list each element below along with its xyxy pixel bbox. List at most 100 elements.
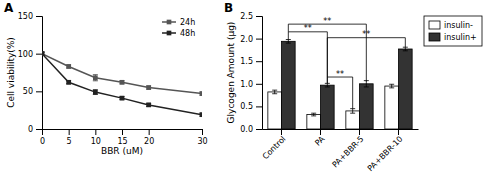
tick: 2.5	[240, 12, 262, 21]
axis-line	[36, 17, 43, 130]
marker	[200, 91, 202, 96]
tick-mark	[36, 16, 42, 17]
panel: ControlPAPA+BBR-5PA+BBR-10 0.0 0.5 1.0 1.5 2.…	[224, 1, 482, 173]
tick: 150	[18, 12, 42, 21]
marker	[200, 112, 202, 117]
error-bar	[42, 52, 45, 55]
tick-label: 20	[144, 137, 154, 146]
legend-item: 24h	[162, 18, 195, 27]
tick-mark	[69, 129, 70, 135]
tick-mark	[281, 129, 282, 135]
tick-label: 0.0	[240, 125, 253, 134]
tick-label: 150	[18, 12, 33, 21]
tick: 100	[18, 50, 42, 59]
significance-label: **	[362, 30, 370, 39]
tick-label: 1.0	[240, 80, 253, 89]
error-bar	[389, 84, 394, 88]
tick-mark	[256, 84, 262, 85]
tick-label: 15	[117, 137, 127, 146]
tick-label: 10	[91, 137, 101, 146]
tick: 20	[144, 129, 154, 146]
tick-mark	[36, 129, 42, 130]
tick-label: 30	[197, 137, 207, 146]
tick-label: 0.5	[240, 102, 253, 111]
tick-mark	[36, 91, 42, 92]
error-bar	[66, 65, 71, 68]
axis-line	[43, 130, 203, 136]
error-bar	[325, 83, 330, 87]
error-bar	[403, 47, 408, 51]
legend-frame	[424, 16, 482, 46]
marker	[146, 103, 151, 108]
legend-swatch	[429, 33, 440, 41]
series-line	[42, 54, 202, 115]
bar	[399, 49, 413, 129]
legend-label: insulin-	[444, 21, 473, 30]
legend-label: insulin+	[444, 33, 477, 42]
bar	[307, 115, 321, 129]
legend: 24h48h	[162, 18, 195, 38]
tick-mark	[256, 106, 262, 107]
tick-mark	[36, 54, 42, 55]
y-axis: 0.0 0.5 1.0 1.5 2.0 2.5	[240, 12, 262, 134]
tick-mark	[256, 16, 262, 17]
marker	[42, 51, 44, 56]
tick: 5	[67, 129, 72, 146]
significance-label: **	[323, 17, 331, 26]
tick-mark	[202, 129, 203, 135]
error-bar	[272, 90, 277, 94]
error-bar	[364, 81, 369, 87]
error-bar	[42, 52, 45, 55]
legend-label: 24h	[180, 18, 195, 27]
tick-label: PA+BBR-5	[330, 134, 365, 169]
bar	[360, 84, 374, 129]
tick-mark	[256, 61, 262, 62]
series-line	[42, 54, 202, 94]
tick: 1.0	[240, 80, 262, 89]
error-bar	[146, 103, 151, 106]
bar	[321, 85, 335, 129]
tick: 50	[23, 87, 42, 96]
axis-line	[263, 129, 419, 130]
tick-label: PA	[313, 134, 327, 148]
marker	[120, 96, 125, 101]
tick: 30	[197, 129, 207, 146]
legend-swatch	[429, 21, 440, 29]
marker	[146, 85, 151, 90]
legend-item: insulin+	[429, 33, 477, 42]
y-axis-title: Cell viability(%)	[6, 37, 16, 108]
error-bar	[120, 81, 125, 84]
marker	[120, 80, 125, 85]
tick-mark	[95, 129, 96, 135]
error-bar	[66, 81, 71, 84]
significance-label: **	[336, 70, 344, 79]
marker	[66, 64, 71, 69]
tick: 1.5	[240, 57, 262, 66]
marker	[42, 51, 44, 56]
tick-label: PA+BBR-10	[366, 134, 405, 173]
panel-title: B	[224, 1, 233, 15]
tick-label: 1.5	[240, 57, 253, 66]
tick-label: 5	[67, 137, 72, 146]
bar	[346, 111, 360, 129]
legend-item: 48h	[162, 29, 195, 38]
annotations: ********	[304, 17, 371, 79]
panel-title: A	[4, 1, 14, 15]
bar	[385, 86, 399, 129]
tick-label: 0	[40, 137, 45, 146]
x-axis: ControlPAPA+BBR-5PA+BBR-10	[261, 129, 419, 173]
tick-label: 2.0	[240, 35, 253, 44]
tick-mark	[256, 39, 262, 40]
error-bar	[200, 113, 203, 116]
tick: 0	[28, 125, 42, 134]
marker	[93, 75, 98, 80]
error-bar	[286, 40, 291, 44]
tick-mark	[398, 129, 399, 135]
legend-marker	[167, 31, 172, 36]
tick: 0.0	[240, 125, 262, 134]
plot-area	[268, 24, 412, 129]
significance-bracket	[327, 77, 352, 109]
error-bar	[93, 75, 98, 81]
error-bar	[311, 113, 316, 116]
marker	[66, 80, 71, 85]
